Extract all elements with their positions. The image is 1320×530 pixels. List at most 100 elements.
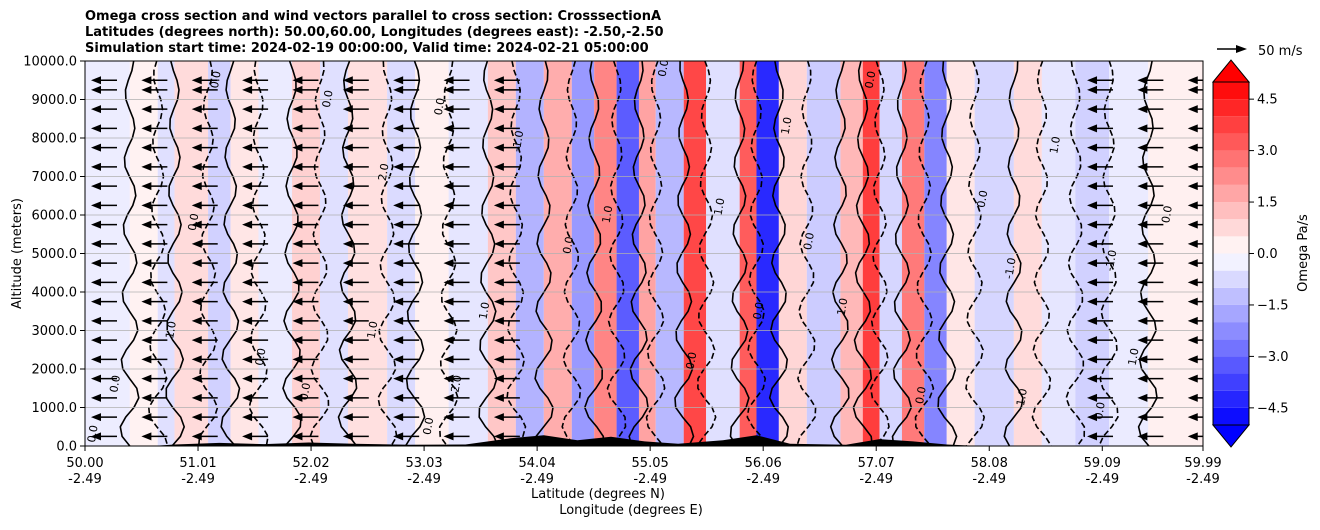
wind-vector [1087, 413, 1114, 422]
y-tick-label: 1000.0 [32, 401, 78, 416]
colorbar-segment [1213, 390, 1249, 408]
colorbar-segment [1213, 356, 1249, 374]
wind-vector [91, 374, 117, 383]
wind-vector [493, 201, 520, 210]
wind-vector [1137, 355, 1164, 364]
contour-label: 0.0 [560, 235, 576, 254]
colorbar-segment [1213, 219, 1249, 237]
wind-vector [493, 297, 520, 306]
chart-title-line-2: Latitudes (degrees north): 50.00,60.00, … [85, 25, 664, 40]
wind-vector [191, 162, 218, 171]
contour-label: 0.0 [684, 351, 700, 370]
wind-vector [91, 239, 117, 248]
wind-vector [1137, 239, 1164, 248]
wind-vector [443, 143, 470, 152]
wind-vector [1187, 393, 1203, 402]
contour-label: -1.0 [1013, 388, 1030, 411]
wind-vector [1137, 316, 1164, 325]
y-tick-label: 5000.0 [32, 247, 78, 262]
chart-title-line-3: Simulation start time: 2024-02-19 00:00:… [85, 41, 649, 56]
y-tick-label: 9000.0 [32, 93, 78, 108]
x-tick-label-lon: -2.49 [746, 472, 780, 487]
wind-vector [493, 374, 520, 383]
x-axis-label-longitude: Longitude (degrees E) [559, 503, 703, 518]
contour-label: 0.0 [85, 424, 101, 443]
wind-vector [342, 143, 369, 152]
wind-vector [292, 316, 319, 325]
wind-vector [1137, 105, 1164, 114]
wind-vector [1137, 143, 1164, 152]
wind-vector [443, 297, 470, 306]
wind-vector [292, 239, 319, 248]
wind-vector [191, 355, 218, 364]
wind-vector [1137, 162, 1164, 171]
wind-vector [493, 76, 520, 85]
wind-vector [141, 355, 168, 364]
contour-label: 1.0 [1047, 135, 1063, 154]
wind-vector [493, 220, 520, 229]
contour-label: -1.0 [1103, 249, 1120, 272]
wind-vector [1187, 162, 1203, 171]
wind-vector [242, 220, 269, 229]
wind-vector [91, 220, 117, 229]
wind-vector [393, 182, 420, 191]
omega-contour-line [1065, 61, 1086, 446]
wind-vector [141, 278, 168, 287]
wind-vector [1137, 76, 1164, 85]
wind-vector [242, 393, 269, 402]
x-tick-label-lon: -2.49 [1085, 472, 1119, 487]
x-tick-label-lat: 53.03 [405, 456, 442, 471]
wind-vector [141, 297, 168, 306]
wind-vector [493, 393, 520, 402]
wind-vector [443, 182, 470, 191]
wind-vector [1137, 413, 1164, 422]
wind-vector [242, 85, 269, 94]
wind-vector [393, 355, 420, 364]
y-tick-label: 4000.0 [32, 286, 78, 301]
wind-vector [443, 355, 470, 364]
chart-title-line-1: Omega cross section and wind vectors par… [85, 9, 661, 24]
wind-vector [91, 432, 117, 441]
colorbar-tick-label: −3.0 [1257, 350, 1289, 365]
wind-vector [1087, 239, 1114, 248]
wind-vector [141, 182, 168, 191]
contour-label: 0.0 [656, 58, 672, 77]
wind-vector [443, 336, 470, 345]
wind-vector [1087, 259, 1114, 268]
wind-vector [141, 336, 168, 345]
wind-vector [493, 105, 520, 114]
x-tick-label-lon: -2.49 [972, 472, 1006, 487]
wind-vector [141, 76, 168, 85]
wind-vector [242, 316, 269, 325]
wind-vector [91, 316, 117, 325]
wind-vector [443, 105, 470, 114]
wind-vector [1187, 143, 1203, 152]
x-axis-label-latitude: Latitude (degrees N) [531, 487, 665, 502]
contour-label: 1.0 [779, 116, 795, 135]
x-tick-label-lat: 59.99 [1184, 456, 1221, 471]
colorbar-segment [1213, 407, 1249, 425]
colorbar-segment [1213, 322, 1249, 340]
wind-vector [191, 432, 218, 441]
wind-vector [191, 393, 218, 402]
wind-vector [91, 393, 117, 402]
contour-label: 2.0 [449, 374, 465, 393]
wind-vector [1187, 220, 1203, 229]
wind-vector [91, 278, 117, 287]
wind-vector [292, 432, 319, 441]
wind-vector [1087, 85, 1114, 94]
quiver-key: 50 m/s [1217, 44, 1303, 59]
wind-vector [393, 432, 420, 441]
wind-vector [1087, 201, 1114, 210]
wind-vector [242, 162, 269, 171]
wind-vector [91, 413, 117, 422]
wind-vector [393, 220, 420, 229]
wind-vector [393, 297, 420, 306]
wind-vector [1137, 201, 1164, 210]
wind-vector [342, 182, 369, 191]
y-tick-label: 6000.0 [32, 209, 78, 224]
wind-vector [493, 278, 520, 287]
colorbar-tick-label: 0.0 [1257, 247, 1278, 262]
wind-vector [292, 259, 319, 268]
